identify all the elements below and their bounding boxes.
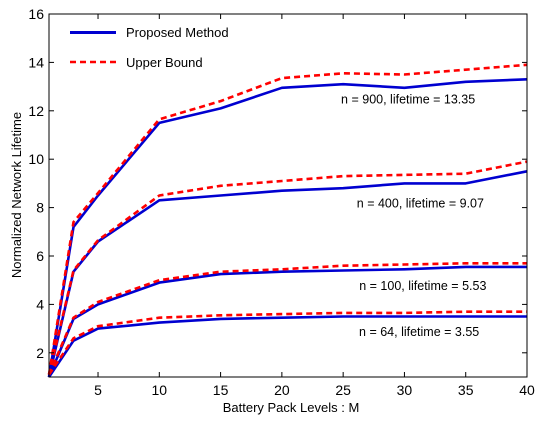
annotation-n64: n = 64, lifetime = 3.55 (359, 325, 479, 339)
x-tick-label: 5 (94, 382, 102, 398)
y-tick-label: 8 (36, 200, 44, 216)
axes: 5 10 15 20 25 30 35 40 2 4 6 8 10 12 14 16 (28, 6, 535, 398)
series-upper-bound-n100 (47, 261, 527, 376)
axes-frame (48, 13, 528, 378)
annotations: n = 900, lifetime = 13.35 n = 400, lifeti… (341, 93, 486, 339)
legend-label-upper-bound: Upper Bound (126, 55, 203, 70)
series-upper-bound-n64 (47, 310, 527, 376)
x-tick-label: 15 (213, 382, 229, 398)
x-tick-label: 10 (152, 382, 168, 398)
y-tick-label: 16 (28, 6, 44, 22)
x-tick-label: 30 (397, 382, 413, 398)
series-proposed-n100 (47, 265, 527, 378)
x-axis-label: Battery Pack Levels : M (223, 400, 360, 415)
x-tick-label: 25 (335, 382, 351, 398)
y-axis-label: Normalized Network Lifetime (9, 112, 24, 278)
series-proposed-n64 (47, 315, 527, 378)
y-tick-label: 14 (28, 54, 44, 70)
y-tick-label: 10 (28, 151, 44, 167)
y-tick-label: 12 (28, 103, 44, 119)
x-tick-label: 20 (274, 382, 290, 398)
x-tick-label: 40 (519, 382, 535, 398)
legend-label-proposed: Proposed Method (126, 25, 229, 40)
series-layer (47, 63, 528, 378)
annotation-n900: n = 900, lifetime = 13.35 (341, 93, 475, 107)
legend-swatch-proposed (70, 31, 116, 34)
x-tick-label: 35 (458, 382, 474, 398)
annotation-n400: n = 400, lifetime = 9.07 (357, 197, 484, 211)
y-tick-label: 6 (36, 248, 44, 264)
series-upper-bound-n900 (47, 63, 528, 375)
series-upper-bound-n400 (47, 160, 528, 375)
annotation-n100: n = 100, lifetime = 5.53 (359, 279, 486, 293)
series-proposed-n900 (47, 78, 528, 378)
y-tick-label: 4 (36, 296, 44, 312)
y-tick-label: 2 (36, 345, 44, 361)
legend: Proposed Method Upper Bound (70, 25, 229, 70)
